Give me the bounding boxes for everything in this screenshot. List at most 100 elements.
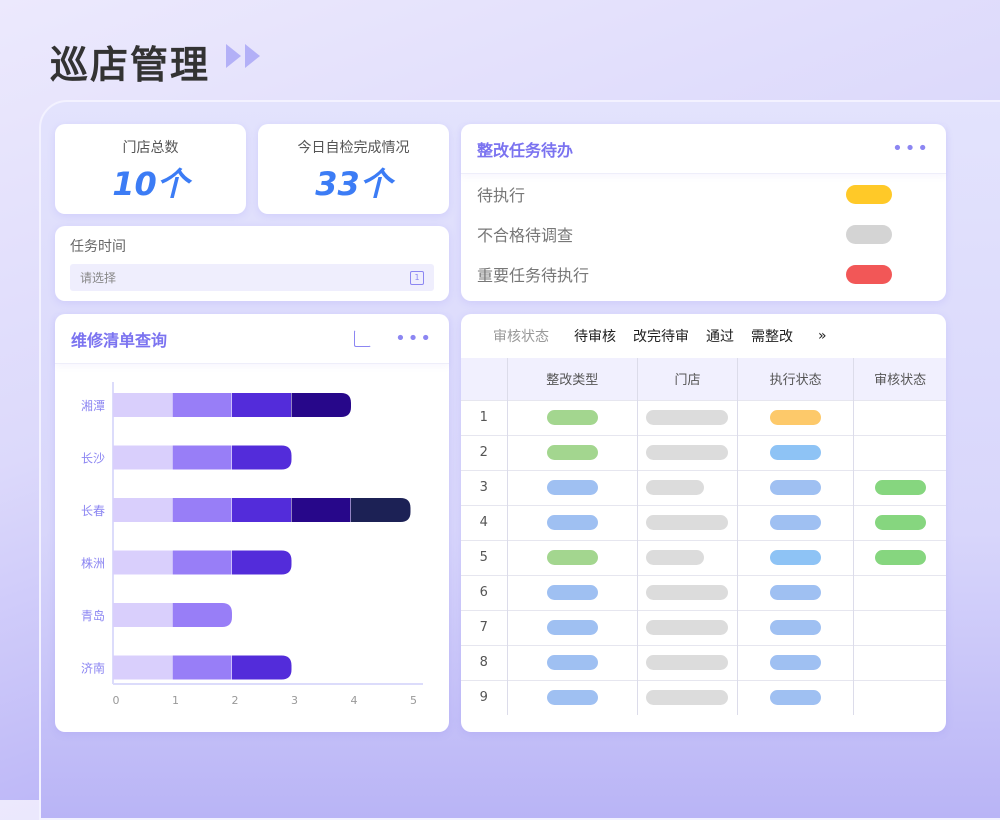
review-card: 审核状态 待审核 改完待审 通过 需整改 » 整改类型 门店 执行状态 审核状态…	[461, 314, 946, 732]
store-pill	[646, 445, 729, 460]
type-cell	[506, 434, 638, 470]
y-tick-label: 长沙	[81, 452, 105, 466]
bar-segment	[172, 393, 232, 417]
todo-status-pill	[846, 184, 892, 204]
bar-segment	[172, 445, 232, 470]
review-filters: 审核状态 待审核 改完待审 通过 需整改 »	[461, 314, 946, 358]
todo-item-label: 待执行	[477, 186, 526, 205]
type-pill	[546, 655, 598, 670]
table-row[interactable]: 9	[461, 679, 946, 715]
table-row[interactable]: 6	[461, 574, 946, 610]
stat-label: 今日自检完成情况	[297, 140, 410, 156]
type-cell	[506, 679, 638, 715]
todo-item[interactable]: 待执行	[461, 174, 946, 214]
x-tick-label: 0	[113, 694, 120, 707]
y-tick-label: 株洲	[81, 556, 105, 571]
task-time-label: 任务时间	[70, 239, 126, 255]
exec-cell	[737, 539, 854, 575]
exec-cell	[737, 644, 854, 680]
date-picker-input[interactable]: 请选择 1	[70, 264, 434, 291]
store-pill	[646, 515, 729, 530]
store-cell	[636, 644, 738, 680]
exec-pill	[770, 655, 822, 670]
bar-segment	[113, 550, 172, 575]
store-cell	[636, 609, 738, 645]
store-cell	[636, 469, 738, 505]
double-play-icon	[226, 44, 260, 68]
exec-cell	[737, 399, 854, 435]
table-row[interactable]: 8	[461, 644, 946, 680]
stat-value: 10个	[112, 165, 189, 203]
stat-card-store-total: 门店总数 10个	[55, 124, 246, 214]
calendar-icon[interactable]: 1	[410, 270, 424, 285]
store-cell	[636, 434, 738, 470]
y-tick-label: 青岛	[81, 608, 105, 623]
type-cell	[506, 469, 638, 505]
more-icon[interactable]: •••	[892, 138, 930, 159]
type-pill	[546, 515, 598, 530]
date-picker-placeholder: 请选择	[80, 271, 117, 285]
table-row[interactable]: 4	[461, 504, 946, 540]
store-pill	[646, 585, 729, 600]
review-table: 整改类型 门店 执行状态 审核状态 1 2 3 4 5 6 7 8 9	[461, 358, 946, 715]
filter-label: 审核状态	[493, 329, 549, 345]
audit-cell	[853, 574, 946, 610]
row-index: 3	[461, 469, 508, 505]
type-cell	[506, 504, 638, 540]
store-pill	[646, 620, 729, 635]
audit-pill	[874, 515, 926, 530]
store-pill	[646, 480, 705, 495]
audit-cell	[853, 434, 946, 470]
y-tick-label: 长春	[81, 504, 105, 518]
audit-pill	[874, 480, 926, 495]
table-row[interactable]: 5	[461, 539, 946, 575]
table-row[interactable]: 7	[461, 609, 946, 645]
table-row[interactable]: 3	[461, 469, 946, 505]
share-export-icon[interactable]	[354, 330, 372, 347]
exec-cell	[737, 434, 854, 470]
exec-cell	[737, 469, 854, 505]
row-index: 8	[461, 644, 508, 680]
exec-cell	[737, 574, 854, 610]
todo-item[interactable]: 重要任务待执行	[461, 254, 946, 294]
type-pill	[546, 620, 598, 635]
more-icon[interactable]: •••	[395, 328, 433, 349]
bar-segment	[232, 445, 292, 470]
type-pill	[546, 550, 598, 565]
exec-pill	[770, 480, 822, 495]
exec-pill	[770, 445, 822, 460]
row-index: 2	[461, 434, 508, 470]
filter-passed[interactable]: 通过	[706, 329, 734, 345]
more-filters-icon[interactable]: »	[818, 328, 827, 344]
exec-cell	[737, 679, 854, 715]
exec-pill	[770, 550, 822, 565]
filter-fixed-pending[interactable]: 改完待审	[633, 329, 689, 345]
filter-needs-fix[interactable]: 需整改	[751, 329, 793, 345]
bar-segment	[291, 393, 351, 417]
todo-item[interactable]: 不合格待调查	[461, 214, 946, 254]
type-cell	[506, 644, 638, 680]
col-exec: 执行状态	[737, 358, 854, 400]
store-cell	[636, 679, 738, 715]
audit-cell	[853, 609, 946, 645]
store-pill	[646, 690, 729, 706]
bar-segment	[232, 498, 291, 522]
store-pill	[646, 410, 729, 425]
bar-segment	[232, 393, 291, 417]
todo-item-label: 不合格待调查	[477, 226, 574, 245]
bar-segment	[113, 498, 172, 522]
bar-segment	[172, 498, 232, 522]
stat-card-self-check: 今日自检完成情况 33个	[258, 124, 449, 214]
type-cell	[506, 574, 638, 610]
exec-pill	[770, 410, 822, 425]
store-cell	[636, 574, 738, 610]
exec-pill	[770, 515, 822, 530]
repair-header: 维修清单查询 •••	[55, 314, 449, 364]
table-row[interactable]: 1	[461, 399, 946, 435]
row-index: 6	[461, 574, 508, 610]
table-row[interactable]: 2	[461, 434, 946, 470]
type-pill	[546, 585, 598, 600]
filter-pending[interactable]: 待审核	[574, 329, 616, 345]
store-cell	[636, 539, 738, 575]
